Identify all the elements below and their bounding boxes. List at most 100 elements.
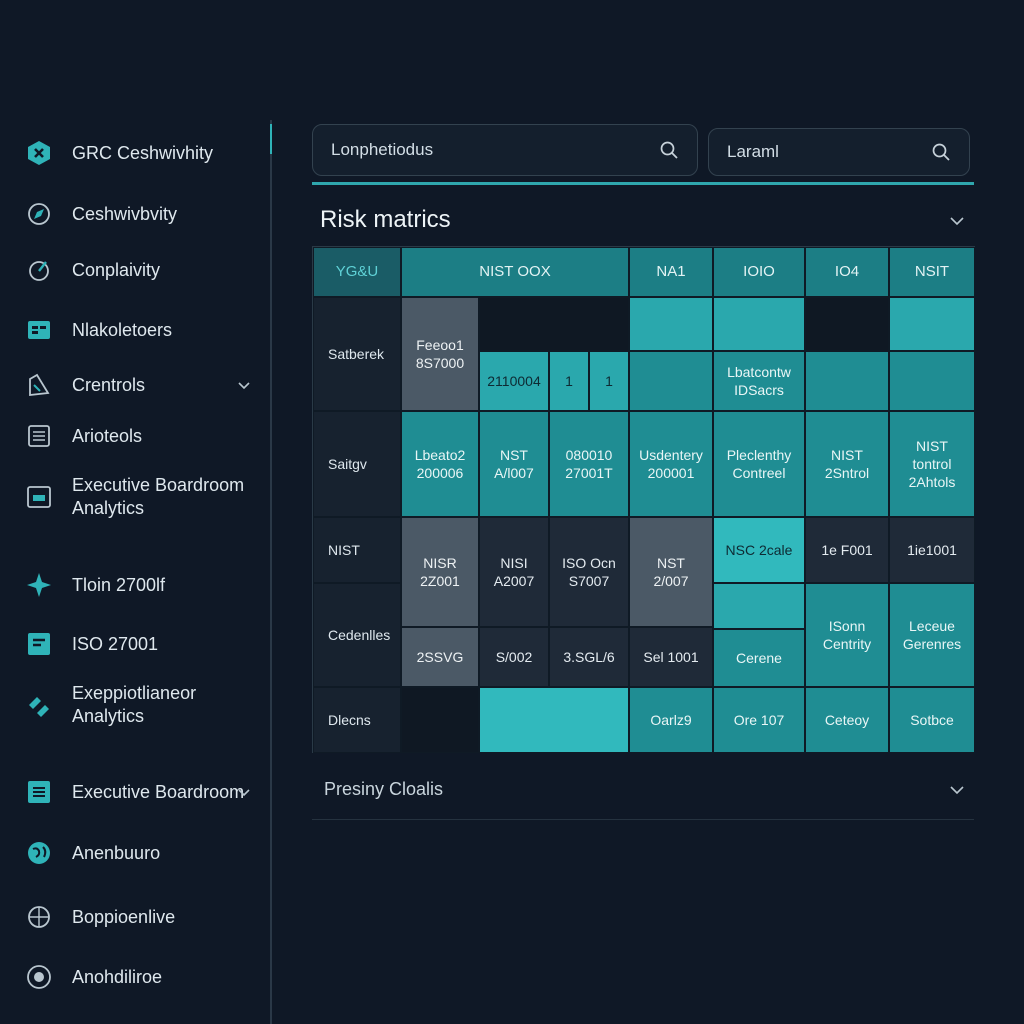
matrix-cell[interactable]: NIST tontrol 2Ahtols	[889, 411, 975, 517]
sidebar-item-label: Crentrols	[72, 374, 146, 395]
search-value: Laraml	[727, 142, 779, 161]
matrix-cell[interactable]: Leceue Gerenres	[889, 583, 975, 687]
matrix-cell[interactable]: ISO Ocn S7007	[549, 517, 629, 627]
matrix-cell[interactable]: NISR 2Z001	[401, 517, 479, 627]
sidebar-item-executive-boardroom[interactable]: Executive Boardroom	[24, 777, 256, 807]
matrix-cell[interactable]	[889, 351, 975, 411]
matrix-cell[interactable]: 1e F001	[805, 517, 889, 583]
chevron-down-icon[interactable]	[948, 212, 966, 230]
matrix-cell[interactable]: 1ie1001	[889, 517, 975, 583]
sidebar-item-exeppiotlianeor[interactable]: Exeppiotlianeor Analytics	[24, 682, 256, 728]
matrix-cell[interactable]: 2SSVG	[401, 627, 479, 687]
matrix-cell[interactable]	[805, 351, 889, 411]
sidebar-item-ceshwivbvity[interactable]: Ceshwivbvity	[24, 199, 256, 229]
matrix-cell[interactable]: Oarlz9	[629, 687, 713, 753]
controls-icon	[24, 370, 54, 400]
iso-icon	[24, 629, 54, 659]
sidebar-item-label: Ceshwivbvity	[72, 203, 178, 224]
link-icon	[24, 690, 54, 720]
globe-icon	[24, 838, 54, 868]
sidebar-item-executive-analytics[interactable]: Executive Boardroom Analytics	[24, 474, 256, 520]
matrix-cell[interactable]	[713, 583, 805, 629]
matrix-cell[interactable]: 1	[589, 351, 629, 411]
matrix-column-header[interactable]: NA1	[629, 247, 713, 297]
matrix-cell[interactable]: NSC 2cale	[713, 517, 805, 583]
sidebar-item-conplaivity[interactable]: Conplaivity	[24, 255, 256, 285]
matrix-cell[interactable]: Ore 107	[713, 687, 805, 753]
sidebar-item-label: ISO 27001	[72, 633, 159, 654]
compass-icon	[24, 199, 54, 229]
matrix-corner: YG&U	[313, 247, 401, 297]
sidebar-item-label: GRC Ceshwivhity	[72, 142, 214, 163]
matrix-cell[interactable]	[401, 687, 479, 753]
sidebar-item-nlakoletoers[interactable]: Nlakoletoers	[24, 315, 256, 345]
sidebar-item-boppioenlive[interactable]: Boppioenlive	[24, 902, 256, 932]
matrix-cell[interactable]: S/002	[479, 627, 549, 687]
search-icon[interactable]	[931, 142, 951, 162]
matrix-cell[interactable]	[713, 297, 805, 351]
matrix-cell[interactable]: Sotbce	[889, 687, 975, 753]
sidebar-item-grc[interactable]: GRC Ceshwivhity	[24, 138, 256, 168]
chevron-down-icon[interactable]	[236, 377, 252, 393]
risk-matrix: YG&U NIST OOX NA1 IOIO IO4 NSIT Satberek…	[312, 246, 975, 753]
matrix-cell[interactable]: Sel 1001	[629, 627, 713, 687]
search-value: Lonphetiodus	[331, 140, 434, 159]
matrix-cell[interactable]: NISI A2007	[479, 517, 549, 627]
shield-x-icon	[24, 138, 54, 168]
matrix-column-header[interactable]: IOIO	[713, 247, 805, 297]
sidebar-item-anohdiliroe[interactable]: Anohdiliroe	[24, 962, 256, 992]
sidebar-item-arioteols[interactable]: Arioteols	[24, 421, 256, 451]
matrix-cell[interactable]	[629, 351, 713, 411]
matrix-cell[interactable]: 3.SGL/6	[549, 627, 629, 687]
matrix-cell[interactable]: ISonn Centrity	[805, 583, 889, 687]
search-icon[interactable]	[659, 140, 679, 160]
search-input-primary[interactable]: Lonphetiodus	[312, 124, 698, 176]
matrix-column-header[interactable]: IO4	[805, 247, 889, 297]
sidebar-item-crentrols[interactable]: Crentrols	[24, 370, 256, 400]
matrix-cell[interactable]: Lbeato2 200006	[401, 411, 479, 517]
matrix-cell[interactable]: Feeoo1 8S7000	[401, 297, 479, 411]
sidebar-item-label: Boppioenlive	[72, 906, 176, 927]
matrix-cell[interactable]	[479, 297, 629, 351]
chevron-down-icon[interactable]	[236, 784, 252, 800]
sidebar: GRC Ceshwivhity Ceshwivbvity Conplaivity…	[0, 0, 272, 1024]
section-title-risk: Risk matrics	[320, 206, 451, 233]
matrix-cell[interactable]	[629, 297, 713, 351]
search-input-secondary[interactable]: Laraml	[708, 128, 970, 176]
matrix-cell[interactable]: Pleclenthy Contreel	[713, 411, 805, 517]
sidebar-item-label: Anenbuuro	[72, 842, 161, 863]
sidebar-item-tloin[interactable]: Tloin 2700lf	[24, 570, 256, 600]
matrix-cell[interactable]: 2110004	[479, 351, 549, 411]
sidebar-item-label: Tloin 2700lf	[72, 574, 166, 595]
matrix-cell[interactable]: Ceteoy	[805, 687, 889, 753]
sidebar-item-label: Nlakoletoers	[72, 319, 173, 340]
sidebar-item-label: Anohdiliroe	[72, 966, 163, 987]
matrix-column-header[interactable]: NSIT	[889, 247, 975, 297]
gauge-icon	[24, 255, 54, 285]
sidebar-item-label: Arioteols	[72, 425, 143, 446]
matrix-cell[interactable]: NST A/l007	[479, 411, 549, 517]
sidebar-divider	[270, 120, 272, 1024]
grid-icon	[24, 315, 54, 345]
matrix-cell[interactable]	[889, 297, 975, 351]
matrix-cell[interactable]	[805, 297, 889, 351]
matrix-cell[interactable]	[479, 687, 629, 753]
board-icon	[24, 482, 54, 512]
matrix-cell[interactable]: 080010 27001T	[549, 411, 629, 517]
sidebar-item-label: Exeppiotlianeor Analytics	[72, 683, 197, 726]
matrix-column-header[interactable]: NIST OOX	[401, 247, 629, 297]
matrix-cell[interactable]: NST 2/007	[629, 517, 713, 627]
pricing-label: Presiny Cloalis	[324, 779, 444, 799]
sidebar-item-label: Executive Boardroom	[72, 781, 245, 802]
matrix-cell[interactable]: Usdentery 200001	[629, 411, 713, 517]
matrix-cell[interactable]: Cerene	[713, 629, 805, 687]
search-underline	[312, 182, 974, 185]
matrix-cell[interactable]: 1	[549, 351, 589, 411]
matrix-row-header: NIST	[313, 517, 401, 583]
matrix-cell[interactable]: NIST 2Sntrol	[805, 411, 889, 517]
sidebar-item-anenbuuro[interactable]: Anenbuuro	[24, 838, 256, 868]
chevron-down-icon[interactable]	[948, 781, 966, 799]
sidebar-item-iso-27001[interactable]: ISO 27001	[24, 629, 256, 659]
pricing-collapse-panel[interactable]: Presiny Cloalis	[312, 760, 974, 820]
matrix-cell[interactable]: Lbatcontw IDSacrs	[713, 351, 805, 411]
